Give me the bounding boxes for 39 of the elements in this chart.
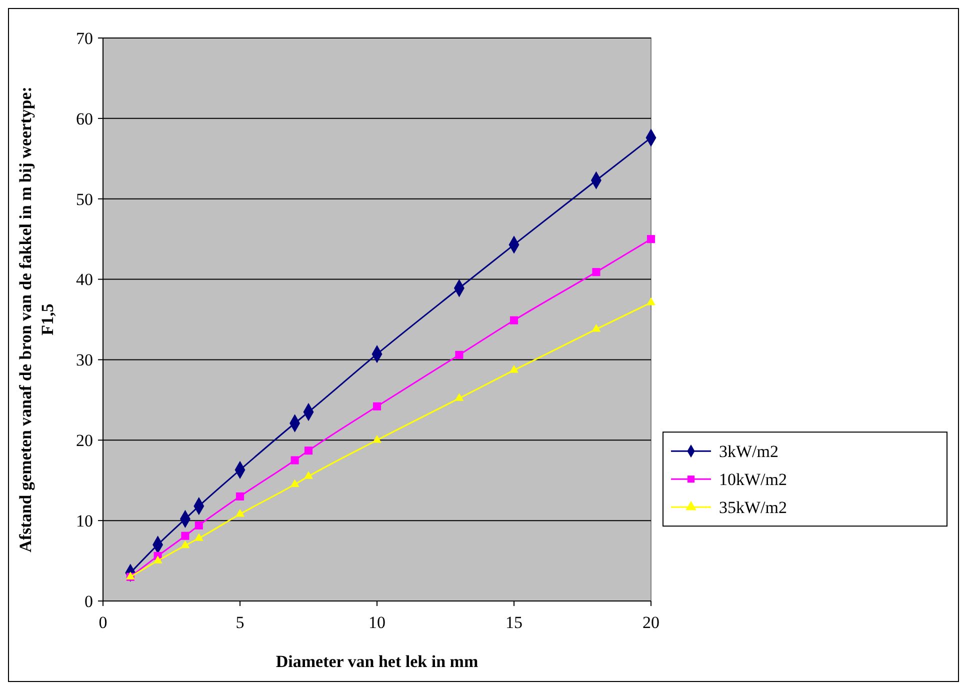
point [194,533,204,541]
point [304,446,313,455]
x-tick-label: 20 [642,613,660,632]
y-tick-label: 20 [76,431,93,450]
x-tick-label: 0 [98,613,108,632]
point [372,434,382,443]
y-tick-label: 0 [84,592,93,611]
point [180,540,190,548]
point [153,556,162,564]
legend-label: 35kW/m2 [719,498,787,518]
y-tick-label: 50 [76,190,93,209]
point [646,235,656,244]
point [290,479,300,487]
point [290,456,299,464]
point [592,324,601,332]
point [194,521,203,530]
x-tick-label: 10 [368,613,386,632]
point [236,508,244,517]
point [236,492,244,500]
point [454,393,464,401]
point [510,364,518,373]
point [592,268,600,276]
x-axis-title: Diameter van het lek in mm [276,652,478,671]
x-tick-label: 15 [506,613,522,632]
legend-label: 10kW/m2 [719,470,787,490]
y-tick-label: 70 [76,28,93,48]
y-tick-label: 10 [76,512,93,531]
point [510,316,518,324]
y-axis-title: Afstand gemeten vanaf de bron van de fakkel in m bij weertype: F1,5 [16,86,57,552]
y-tick-label: 40 [76,270,93,290]
point [304,471,313,479]
y-tick-label: 60 [76,109,93,128]
point [646,297,656,306]
point [181,532,190,540]
y-tick-label: 30 [76,350,93,370]
point [372,402,382,410]
x-tick-label: 5 [236,613,244,632]
point [455,350,464,359]
legend-label: 3kW/m2 [719,442,778,462]
